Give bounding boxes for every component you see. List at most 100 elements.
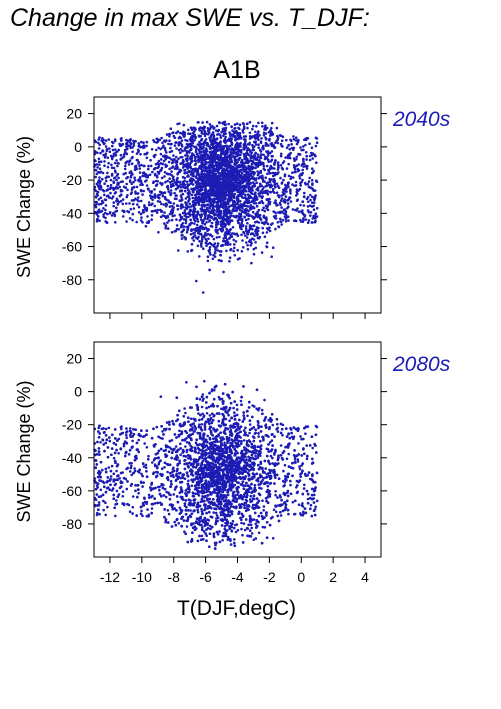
data-point xyxy=(138,145,142,149)
data-point xyxy=(255,204,259,208)
data-point xyxy=(226,207,229,210)
data-point xyxy=(195,186,199,189)
data-point xyxy=(137,199,140,203)
data-point xyxy=(274,159,277,162)
data-point xyxy=(205,233,208,237)
scenario-title: A1B xyxy=(213,56,261,84)
data-point xyxy=(265,218,268,222)
data-point xyxy=(256,135,260,139)
data-point xyxy=(244,144,248,148)
data-point xyxy=(170,170,173,173)
data-point xyxy=(207,161,210,164)
data-point xyxy=(98,187,101,191)
data-point xyxy=(167,219,171,222)
data-point xyxy=(190,193,194,197)
data-point xyxy=(189,139,193,143)
data-point xyxy=(231,149,235,152)
data-point xyxy=(211,154,214,158)
y-tick-label: -20 xyxy=(62,172,82,188)
data-point xyxy=(149,164,153,168)
data-point xyxy=(214,248,217,251)
data-point xyxy=(181,159,185,162)
data-point xyxy=(193,197,197,200)
data-point xyxy=(200,200,204,203)
data-point xyxy=(276,203,279,207)
data-point xyxy=(202,153,206,156)
data-point xyxy=(209,170,213,174)
data-point xyxy=(189,136,193,139)
data-point xyxy=(99,151,102,155)
data-point xyxy=(245,149,249,152)
data-point xyxy=(211,257,215,261)
data-point xyxy=(243,215,247,219)
data-point xyxy=(175,131,178,135)
data-point xyxy=(235,145,239,148)
data-point xyxy=(250,191,253,195)
data-point xyxy=(211,131,215,134)
data-point xyxy=(219,136,223,139)
data-point xyxy=(209,134,213,138)
data-point xyxy=(101,149,105,153)
data-point xyxy=(284,210,288,213)
data-point xyxy=(226,148,229,151)
data-point xyxy=(173,230,176,233)
data-point xyxy=(235,232,239,236)
data-point xyxy=(165,133,169,136)
data-point xyxy=(282,160,286,163)
data-point xyxy=(238,212,241,215)
data-point xyxy=(229,214,233,217)
data-point xyxy=(286,184,290,187)
data-point xyxy=(157,231,160,234)
data-point xyxy=(192,239,196,242)
data-point xyxy=(294,136,298,139)
data-point xyxy=(233,243,236,246)
data-point xyxy=(206,170,209,173)
data-point xyxy=(103,142,106,145)
data-point xyxy=(274,141,277,144)
data-point xyxy=(175,147,178,150)
data-point xyxy=(284,186,287,190)
data-point xyxy=(134,197,137,200)
data-point xyxy=(157,170,161,174)
data-point xyxy=(202,175,205,179)
data-point xyxy=(94,159,97,163)
data-point xyxy=(238,127,241,131)
data-point xyxy=(186,174,190,177)
data-point xyxy=(194,201,198,205)
data-point xyxy=(189,132,192,136)
data-point xyxy=(95,172,99,176)
data-point xyxy=(130,162,134,165)
data-point xyxy=(252,224,256,227)
data-point xyxy=(104,211,107,215)
data-point xyxy=(98,163,101,166)
data-point xyxy=(106,184,110,188)
data-point xyxy=(164,226,167,230)
data-point xyxy=(229,167,233,170)
data-point xyxy=(208,145,212,149)
data-point xyxy=(200,150,203,154)
data-point xyxy=(125,145,128,148)
data-point xyxy=(252,252,256,256)
data-point xyxy=(251,210,255,214)
data-point xyxy=(245,177,249,180)
data-point xyxy=(142,141,145,144)
data-point xyxy=(196,231,200,235)
data-point xyxy=(208,220,211,223)
data-point xyxy=(262,134,266,137)
data-point xyxy=(208,123,212,126)
data-point xyxy=(240,219,244,223)
data-point xyxy=(102,153,105,157)
data-point xyxy=(200,233,203,236)
data-point xyxy=(180,230,183,234)
data-point xyxy=(189,221,193,225)
data-point xyxy=(94,195,98,199)
data-point xyxy=(172,184,175,187)
data-point xyxy=(304,143,307,147)
data-point xyxy=(264,142,268,146)
data-point xyxy=(222,270,225,274)
data-point xyxy=(279,154,283,158)
data-point xyxy=(112,181,116,184)
data-point xyxy=(115,197,119,201)
data-point xyxy=(262,164,266,168)
data-point xyxy=(251,199,254,203)
